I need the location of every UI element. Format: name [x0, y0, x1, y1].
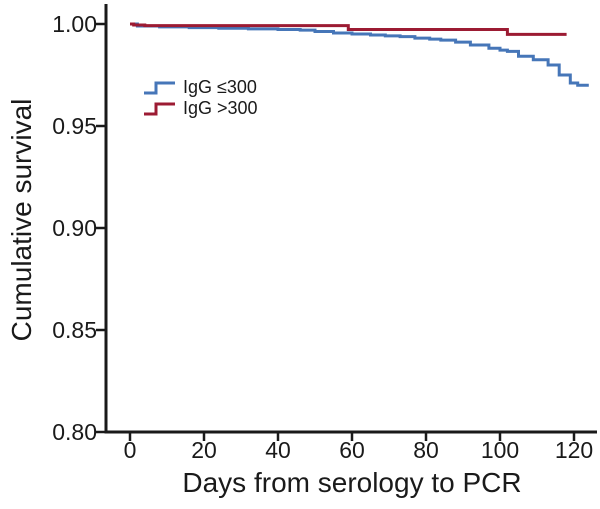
legend-label: IgG ≤300 [183, 77, 257, 97]
x-tick-label: 0 [124, 437, 137, 463]
series-line-igg-gt-300 [130, 22, 567, 36]
x-tick-label: 120 [555, 437, 593, 463]
step-line-icon [144, 102, 175, 115]
x-tick-label: 20 [191, 437, 217, 463]
y-tick-label: 0.95 [52, 113, 97, 139]
x-axis-title: Days from serology to PCR [182, 467, 522, 498]
x-tick-label: 40 [265, 437, 291, 463]
y-tick-label: 0.80 [52, 419, 97, 445]
y-tick-label: 0.90 [52, 215, 97, 241]
step-line-icon [144, 81, 175, 94]
x-tick-label: 60 [339, 437, 365, 463]
legend-item-igg-le-300: IgG ≤300 [143, 78, 258, 97]
y-tick-label: 0.85 [52, 317, 97, 343]
y-tick-label: 1.00 [52, 11, 97, 37]
x-tick-label: 80 [413, 437, 439, 463]
legend-label: IgG >300 [183, 98, 258, 118]
legend-item-igg-gt-300: IgG >300 [143, 99, 258, 118]
x-tick-label: 100 [481, 437, 519, 463]
legend: IgG ≤300 IgG >300 [143, 78, 258, 120]
y-axis-title: Cumulative survival [6, 98, 37, 342]
series-line-igg-le-300 [130, 22, 589, 87]
